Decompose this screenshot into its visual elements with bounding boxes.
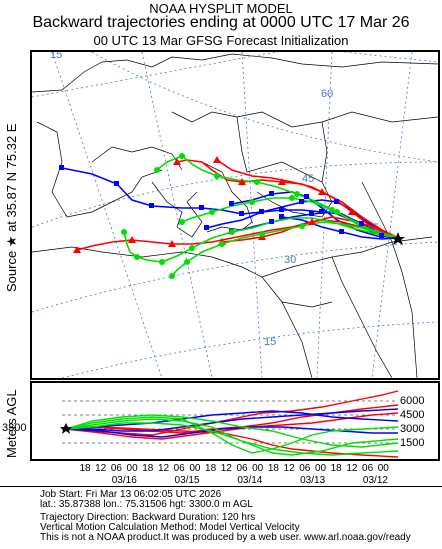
hour-label: 00 — [378, 463, 390, 474]
lat-label: 60 — [321, 88, 333, 100]
trajectory-green — [181, 197, 399, 239]
trajectory-green — [171, 221, 399, 277]
hour-label: 06 — [236, 463, 248, 474]
model-title: NOAA HYSPLIT MODEL — [149, 1, 293, 16]
source-coordinates: lat.: 35.87388 lon.: 75.31506 hgt: 3300.… — [40, 499, 253, 510]
lat-label: 45 — [302, 173, 314, 185]
hour-label: 18 — [331, 463, 343, 474]
run-info: Job Start: Fri Mar 13 06:02:05 UTC 2026 … — [0, 486, 442, 549]
altitude-green — [65, 416, 399, 454]
vertical-motion: Vertical Motion Calculation Method: Mode… — [40, 522, 300, 533]
hour-label: 12 — [158, 463, 170, 474]
trajectory-direction: Trajectory Direction: Backward Duration:… — [40, 512, 256, 523]
hour-label: 00 — [127, 463, 139, 474]
hour-label: 06 — [362, 463, 374, 474]
hour-label: 18 — [268, 463, 280, 474]
disclaimer: This is not a NOAA product.It was produc… — [40, 532, 411, 543]
date-label: 03/12 — [363, 475, 388, 486]
altitude-blue — [66, 408, 399, 432]
map-grid — [32, 52, 438, 378]
altitude-green — [65, 414, 399, 448]
altitude-tick: 3000 — [400, 423, 424, 435]
map-coastlines — [32, 53, 438, 378]
hour-label: 12 — [95, 463, 107, 474]
hour-label: 12 — [346, 463, 358, 474]
altitude-green — [65, 422, 399, 456]
altitude-source-star — [60, 423, 72, 434]
trajectory-map: 15 60 45 30 15 75 — [30, 50, 440, 380]
altitude-trajectories — [65, 390, 399, 458]
hour-label: 12 — [284, 463, 296, 474]
source-location-label: Source ★ at 35.87 N 75.32 E — [4, 123, 19, 292]
hour-labels: 18 12 06 00 18 12 06 00 18 12 06 00 18 12 06 00 18 12 06 00 — [79, 463, 389, 474]
lat-label: 15 — [50, 52, 62, 61]
altitude-svg: 6000 4500 3000 1500 — [60, 390, 424, 458]
date-label: 03/14 — [237, 475, 262, 486]
altitude-blue — [65, 410, 399, 430]
hour-label: 12 — [221, 463, 233, 474]
start-height-label: 3300 — [2, 422, 27, 434]
lat-label: 30 — [284, 254, 296, 266]
hour-label: 00 — [252, 463, 264, 474]
altitude-tick: 1500 — [400, 437, 424, 449]
time-axis: 18 12 06 00 18 12 06 00 18 12 06 00 18 12 06 00 18 12 06 00… — [79, 463, 389, 486]
source-star — [391, 232, 405, 245]
trajectory-red — [216, 159, 399, 239]
date-label: 03/16 — [112, 475, 137, 486]
altitude-tick: 6000 — [400, 395, 424, 407]
trajectory-markers — [59, 153, 405, 279]
hour-label: 18 — [142, 463, 154, 474]
lat-label: 15 — [264, 336, 276, 348]
initialization-subtitle: 00 UTC 13 Mar GFSG Forecast Initializati… — [93, 33, 349, 48]
trajectory-red — [176, 159, 399, 239]
map-svg: 15 60 45 30 15 75 — [32, 52, 438, 378]
date-label: 03/15 — [175, 475, 200, 486]
altitude-blue — [65, 426, 398, 438]
date-labels: 03/16 03/15 03/14 03/13 03/12 — [112, 475, 389, 486]
trajectories — [61, 155, 399, 277]
trajectory-title: Backward trajectories ending at 0000 UTC… — [32, 14, 410, 31]
trajectory-red — [76, 216, 399, 251]
altitude-tick: 4500 — [400, 409, 424, 421]
hour-label: 06 — [111, 463, 123, 474]
altitude-right-ticks: 6000 4500 3000 1500 — [400, 395, 424, 449]
hour-label: 18 — [79, 463, 91, 474]
altitude-red — [65, 426, 399, 458]
altitude-profile: 6000 4500 3000 1500 — [30, 381, 440, 461]
hour-label: 06 — [299, 463, 311, 474]
job-start: Job Start: Fri Mar 13 06:02:05 UTC 2026 — [40, 489, 222, 500]
hour-label: 18 — [205, 463, 217, 474]
hour-label: 00 — [315, 463, 327, 474]
lat-labels: 15 60 45 30 15 75 — [50, 52, 379, 348]
hour-label: 00 — [189, 463, 201, 474]
date-label: 03/13 — [300, 475, 325, 486]
hour-label: 06 — [174, 463, 186, 474]
